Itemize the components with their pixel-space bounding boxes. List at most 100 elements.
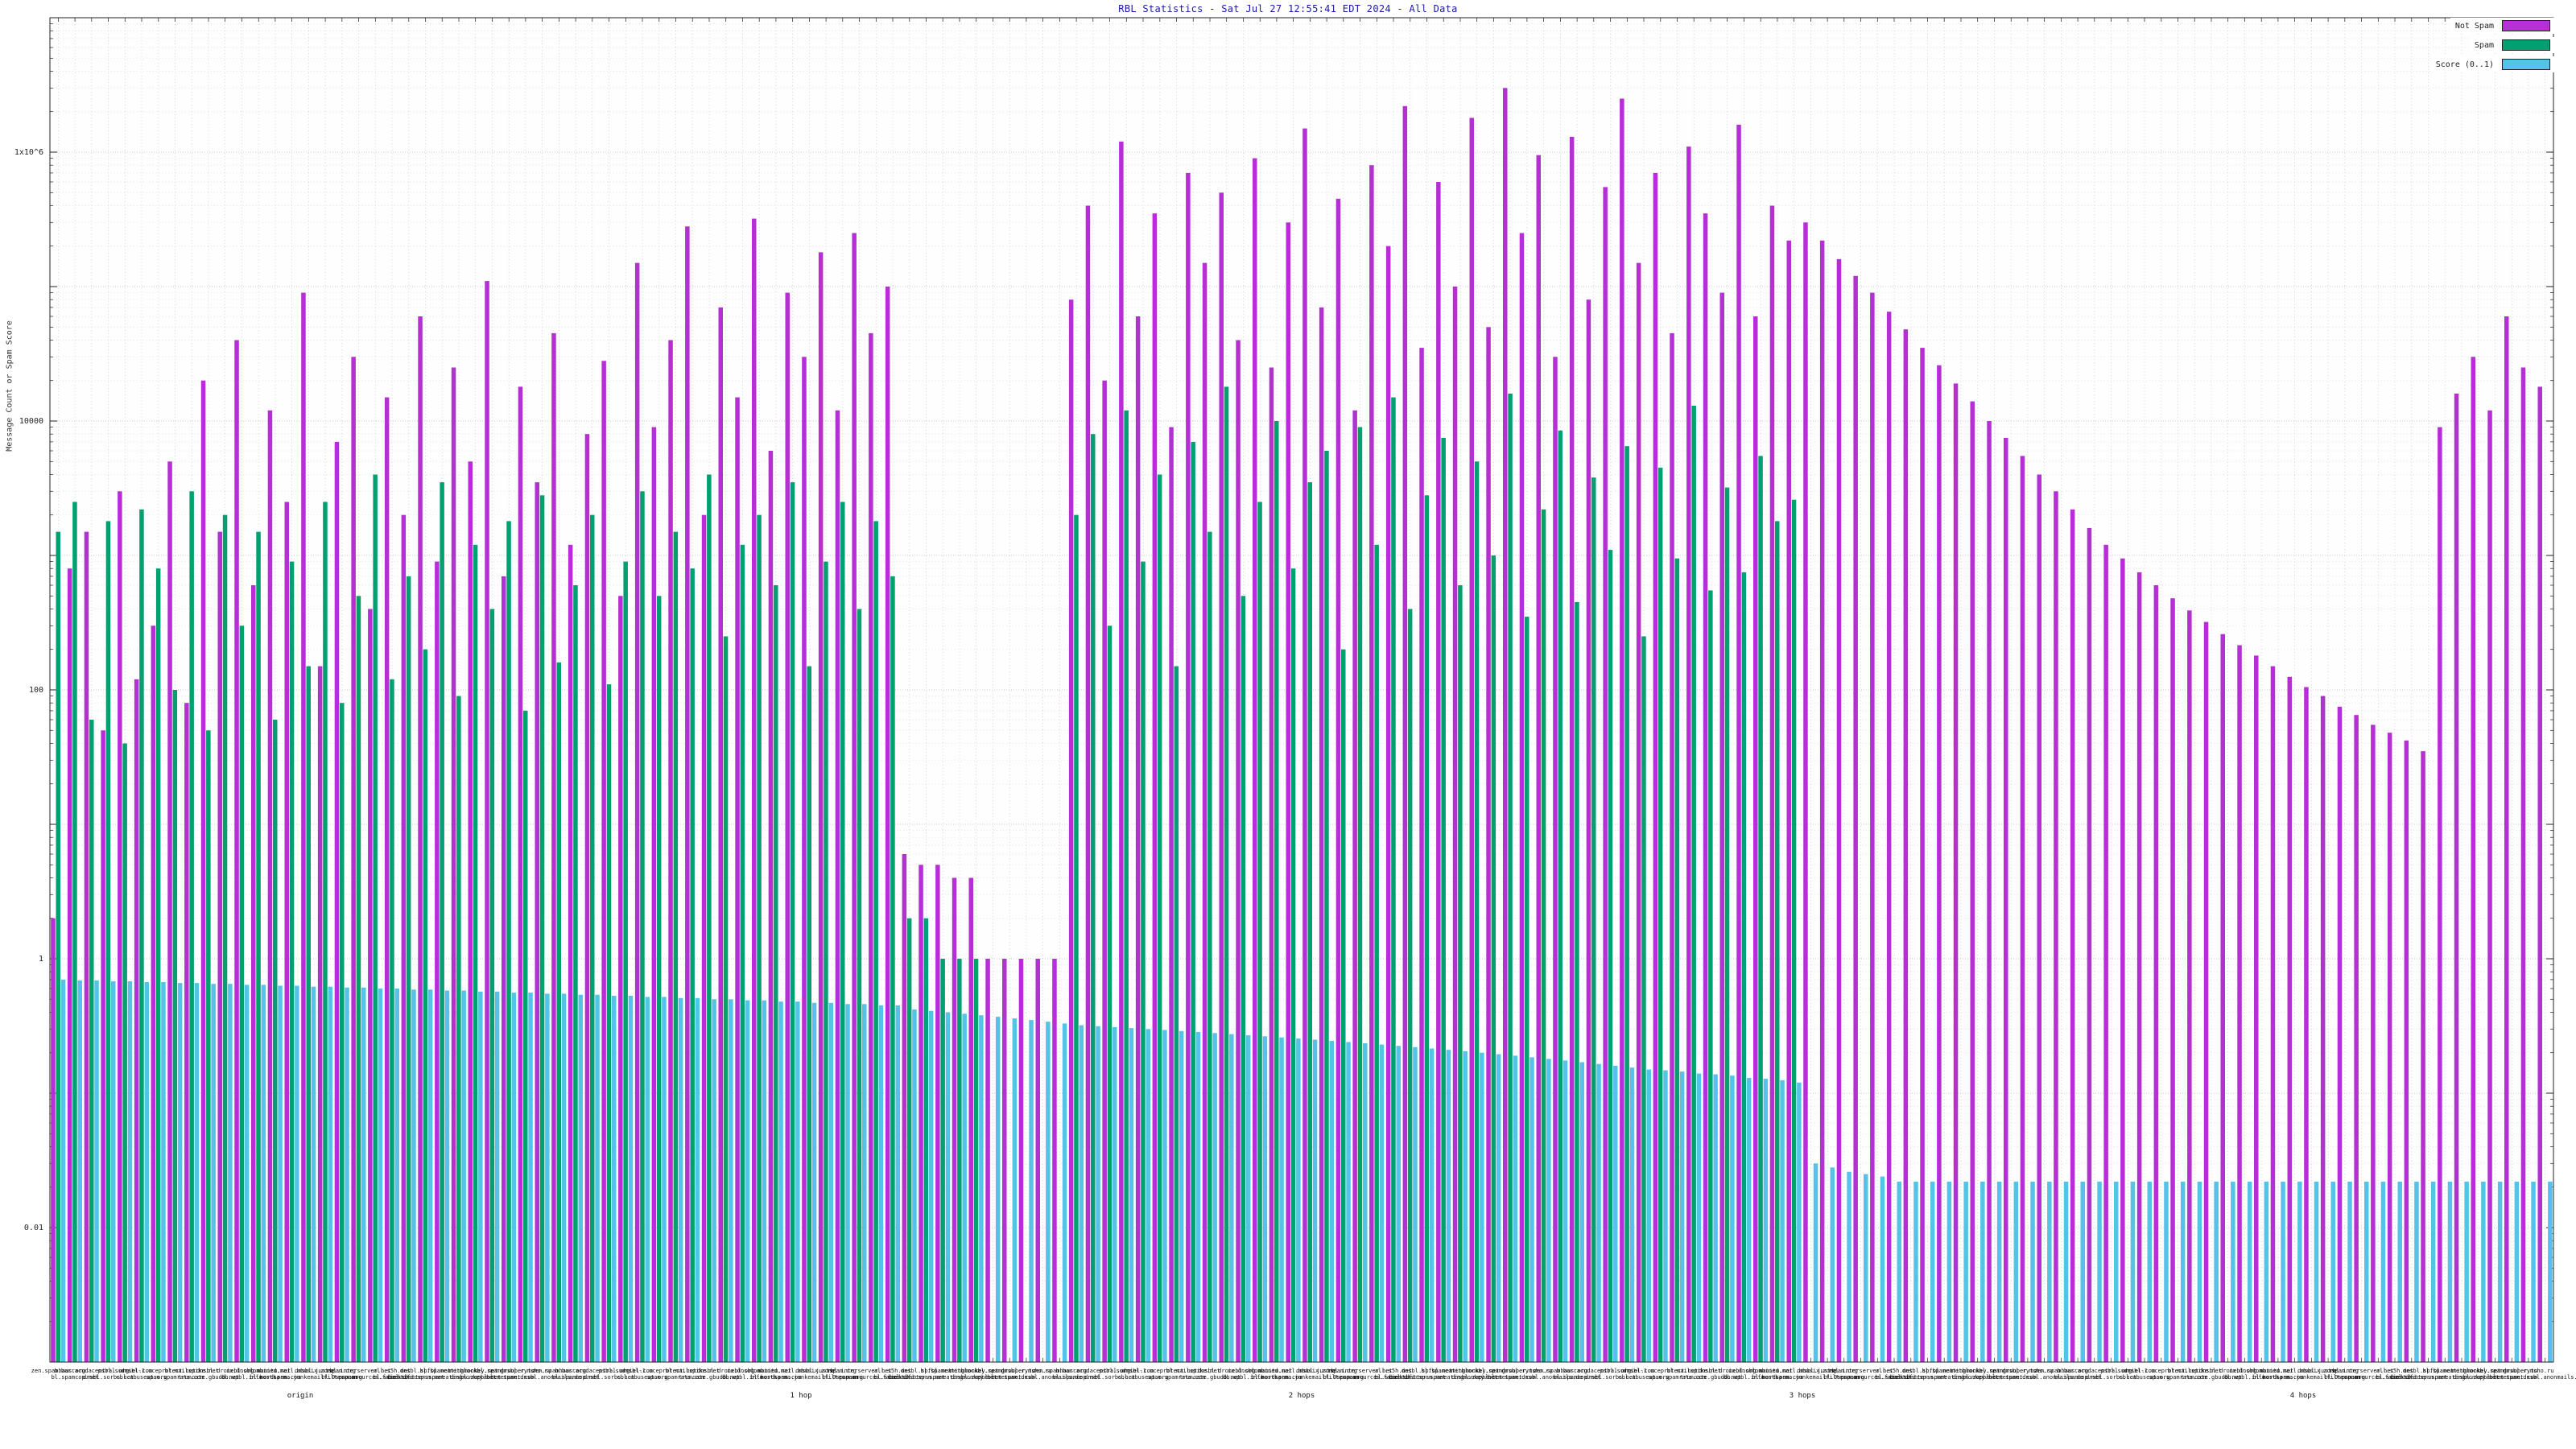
bar-not_spam bbox=[217, 531, 222, 1362]
bar-not_spam bbox=[1402, 105, 1408, 1362]
x-tick-label: all.s5h.net bbox=[2376, 1368, 2413, 1374]
x-tick-label: psbl.surriel.com bbox=[2101, 1368, 2155, 1374]
bar-not_spam bbox=[234, 340, 239, 1362]
x-tick-label: rbl.interserver.net bbox=[828, 1368, 892, 1374]
bar-score bbox=[1480, 1052, 1484, 1362]
bar-spam bbox=[1374, 544, 1379, 1362]
bar-not_spam bbox=[1102, 380, 1107, 1363]
x-tick-label: spam.spamrats.com bbox=[147, 1374, 204, 1381]
x-tick-label: dnsbl-1.uceprotect.net bbox=[1122, 1368, 1197, 1374]
x-group-label: 1 hop bbox=[790, 1392, 811, 1400]
x-tick-label: dnsbl.dronebl.org bbox=[697, 1368, 755, 1374]
x-tick-label: bl.nordspam.com bbox=[750, 1374, 801, 1381]
x-tick-label: db.wpbl.info bbox=[1724, 1374, 1765, 1381]
x-group-labels: origin 1 hop 2 hops 3 hops 4 hops bbox=[287, 1392, 2317, 1400]
bar-spam bbox=[1074, 514, 1079, 1363]
bar-not_spam bbox=[1719, 292, 1724, 1363]
bar-score bbox=[2030, 1181, 2035, 1362]
bar-not_spam bbox=[2220, 634, 2225, 1362]
x-tick-label: all.s5h.net bbox=[1876, 1368, 1913, 1374]
x-tick-label: bl.scientificspam.net bbox=[874, 1374, 946, 1381]
bar-not_spam bbox=[2187, 610, 2192, 1362]
bar-not_spam bbox=[1970, 401, 1975, 1363]
bar-score bbox=[1713, 1074, 1718, 1362]
bar-not_spam bbox=[1953, 383, 1959, 1362]
bar-not_spam bbox=[134, 679, 139, 1362]
bar-not_spam bbox=[1819, 240, 1825, 1362]
bar-spam bbox=[973, 959, 979, 1362]
bar-not_spam bbox=[1369, 165, 1374, 1363]
x-tick-label: all.s5h.net bbox=[874, 1368, 911, 1374]
bar-spam bbox=[1124, 410, 1129, 1362]
bar-score bbox=[1446, 1050, 1451, 1362]
x-tick-label: dnsbl-1.uceprotect.net bbox=[2124, 1368, 2198, 1374]
bar-score bbox=[2047, 1181, 2052, 1362]
bar-score bbox=[261, 985, 266, 1362]
bar-spam bbox=[940, 959, 945, 1362]
x-tick-label: backscatter.spameatingmonkey.net bbox=[388, 1374, 497, 1381]
bar-score bbox=[1363, 1043, 1368, 1362]
bar-spam bbox=[1474, 461, 1480, 1362]
bar-not_spam bbox=[184, 703, 189, 1362]
bar-score bbox=[1946, 1181, 1952, 1362]
bar-score bbox=[2180, 1181, 2186, 1362]
bar-not_spam bbox=[518, 386, 523, 1362]
bar-spam bbox=[1208, 531, 1212, 1362]
x-tick-label: netblockbl.spamgrouper.to bbox=[1451, 1368, 1536, 1374]
x-tick-label: psbl.surriel.com bbox=[98, 1368, 152, 1374]
bar-not_spam bbox=[668, 340, 673, 1362]
bar-not_spam bbox=[2337, 706, 2343, 1362]
bar-not_spam bbox=[334, 441, 340, 1362]
bar-spam bbox=[1708, 590, 1713, 1362]
bar-score bbox=[228, 984, 233, 1362]
bar-not_spam bbox=[1135, 316, 1141, 1362]
legend-swatch-score bbox=[2502, 59, 2550, 70]
bar-spam bbox=[1424, 495, 1430, 1362]
x-tick-label: bl.scientificspam.net bbox=[1876, 1374, 1947, 1381]
bar-spam bbox=[707, 474, 712, 1362]
bar-score bbox=[1763, 1079, 1769, 1362]
bar-not_spam bbox=[418, 316, 423, 1362]
y-tick-label: 100 bbox=[29, 686, 43, 695]
bar-score bbox=[1346, 1042, 1351, 1362]
x-tick-label: ix.dnsbl.manitu.net bbox=[727, 1368, 791, 1374]
x-tick-label: spam.spamrats.com bbox=[1649, 1374, 1707, 1381]
bar-not_spam bbox=[101, 730, 105, 1362]
x-tick-label: combined.mail.abusix.zone bbox=[2252, 1368, 2337, 1374]
bar-score bbox=[2114, 1181, 2119, 1362]
x-tick-label: dnsbl.rymsho.ru bbox=[1001, 1368, 1051, 1374]
x-tick-label: dnsbl.sorbs.net bbox=[2086, 1374, 2136, 1381]
bar-spam bbox=[1674, 558, 1680, 1362]
bar-score bbox=[1730, 1075, 1735, 1362]
x-tick-label: bl.mailspike.net bbox=[164, 1368, 218, 1374]
bar-score bbox=[311, 986, 316, 1362]
bar-score bbox=[962, 1013, 967, 1362]
bar-not_spam bbox=[267, 410, 273, 1362]
bar-not_spam bbox=[535, 482, 539, 1362]
bar-score bbox=[2214, 1181, 2219, 1362]
bar-not_spam bbox=[1503, 88, 1508, 1362]
bar-not_spam bbox=[802, 357, 807, 1362]
bar-spam bbox=[1624, 446, 1629, 1363]
bar-score bbox=[1046, 1022, 1051, 1362]
bar-score bbox=[1162, 1030, 1167, 1362]
x-tick-label: dnsbl.spfbl.net bbox=[2403, 1368, 2454, 1374]
bar-score bbox=[862, 1004, 867, 1362]
bar-score bbox=[762, 1000, 767, 1362]
bar-not_spam bbox=[1603, 187, 1608, 1362]
bar-not_spam bbox=[735, 397, 740, 1363]
bar-score bbox=[144, 982, 149, 1362]
bar-spam bbox=[623, 561, 628, 1362]
bar-score bbox=[895, 1005, 900, 1362]
x-group-label: 2 hops bbox=[1289, 1392, 1315, 1400]
x-tick-label: bl.spamcop.net bbox=[1554, 1374, 1601, 1381]
bar-score bbox=[845, 1004, 850, 1362]
bar-spam bbox=[1458, 585, 1463, 1362]
bar-spam bbox=[723, 636, 729, 1362]
x-tick-label: spam.spamrats.com bbox=[1148, 1374, 1206, 1381]
x-tick-labels: zen.spamhaus.orgbl.spamcop.netb.barracud… bbox=[31, 1368, 2576, 1381]
bar-spam bbox=[1558, 430, 1563, 1362]
bar-not_spam bbox=[1269, 367, 1274, 1362]
x-tick-label: truncate.gbudb.net bbox=[1179, 1374, 1241, 1381]
